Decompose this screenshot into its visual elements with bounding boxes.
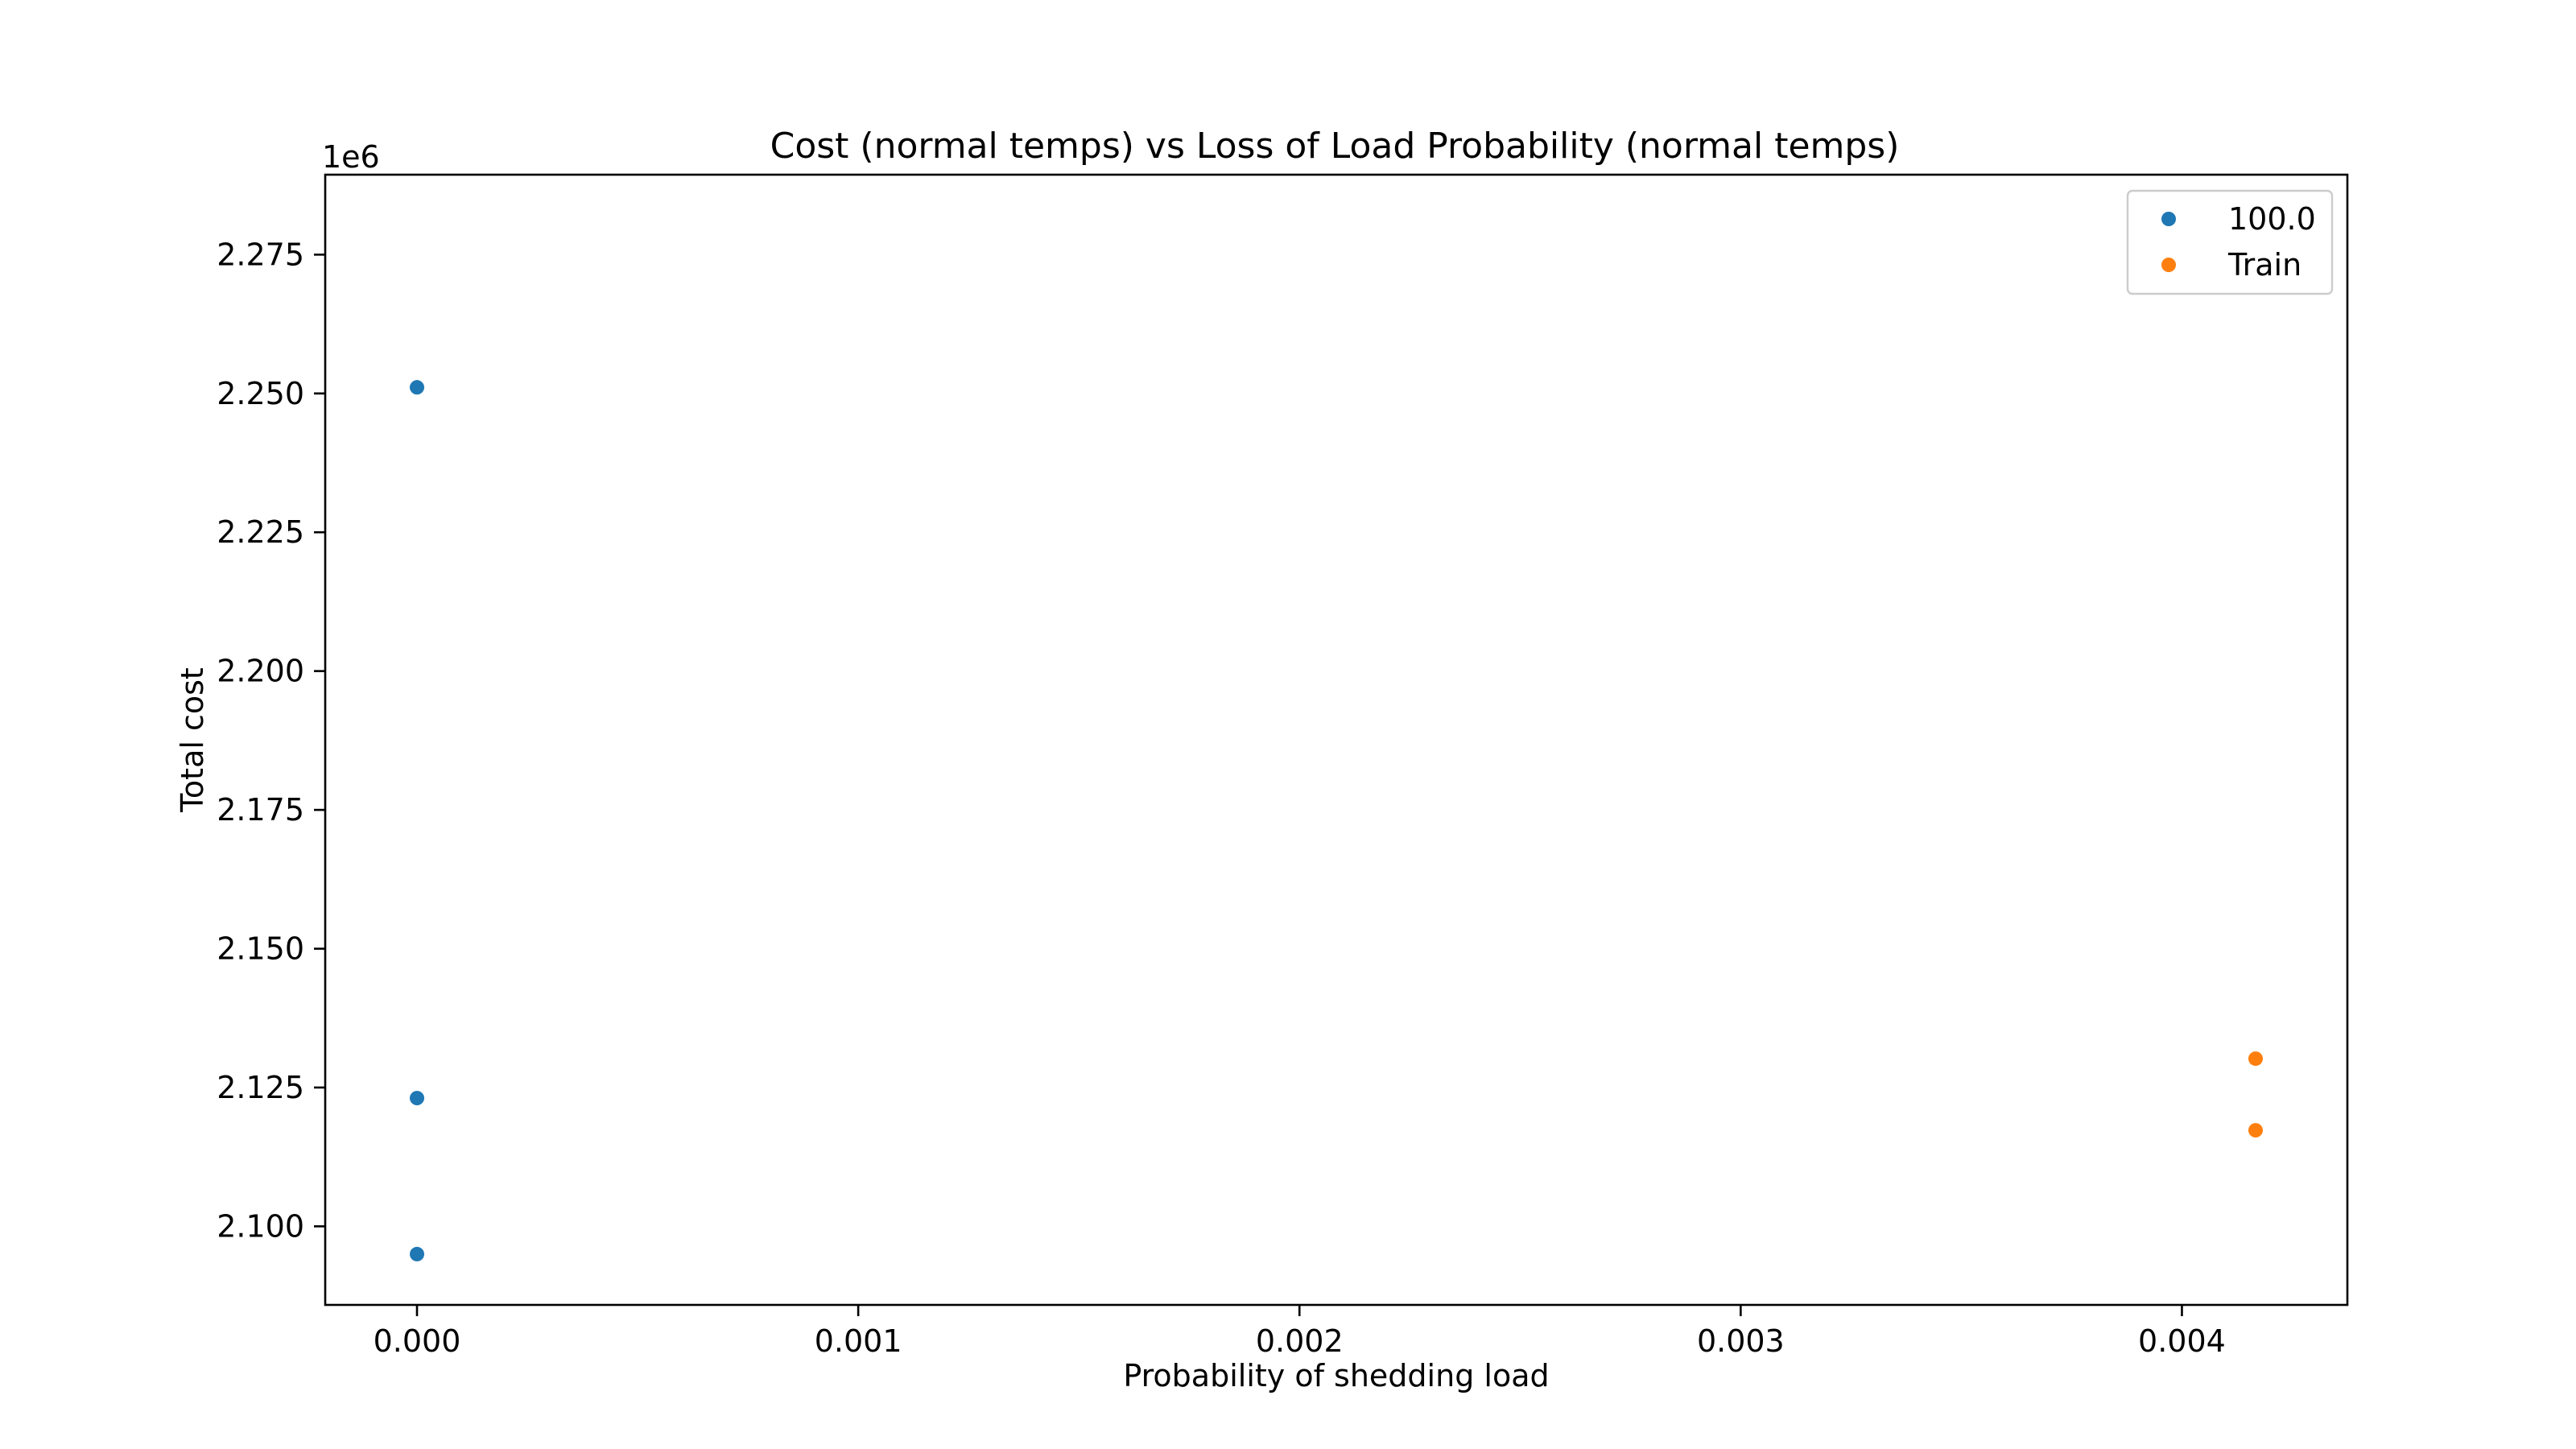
legend: 100.0 Train xyxy=(2126,189,2334,295)
y-tick-label: 2.150 xyxy=(217,931,304,967)
plot-area-frame xyxy=(324,173,2349,1307)
y-tick-label: 2.200 xyxy=(217,654,304,689)
legend-box xyxy=(2126,189,2334,295)
y-tick-label: 2.225 xyxy=(217,514,304,550)
data-point-series-0-point-0 xyxy=(410,380,425,395)
data-points xyxy=(410,380,2263,1261)
data-point-series-1-point-1 xyxy=(2248,1123,2263,1138)
y-tick-label: 2.275 xyxy=(217,237,304,272)
y-tick-label: 2.100 xyxy=(217,1208,304,1244)
y-tick-label: 2.125 xyxy=(217,1070,304,1105)
x-tick-label: 0.000 xyxy=(374,1323,461,1359)
x-tick-label: 0.004 xyxy=(2138,1323,2226,1359)
x-tick-label: 0.003 xyxy=(1697,1323,1785,1359)
chart-title: Cost (normal temps) vs Loss of Load Prob… xyxy=(770,126,1900,167)
legend-label: 100.0 xyxy=(2228,201,2316,237)
x-axis-ticks: 0.000 0.001 0.002 0.003 0.004 xyxy=(374,1305,2226,1359)
y-axis-ticks: 2.100 2.125 2.150 2.175 2.200 2.225 2.250 2.275 xyxy=(217,237,325,1244)
legend-label: Train xyxy=(2227,247,2301,283)
data-point-series-1-point-0 xyxy=(2248,1051,2263,1067)
legend-marker xyxy=(2161,258,2176,272)
x-tick-label: 0.001 xyxy=(815,1323,902,1359)
legend-marker xyxy=(2161,212,2176,226)
y-tick-label: 2.175 xyxy=(217,792,304,828)
y-tick-label: 2.250 xyxy=(217,376,304,411)
x-tick-label: 0.002 xyxy=(1256,1323,1344,1359)
data-point-series-0-point-1 xyxy=(410,1091,425,1106)
y-axis-offset-label: 1e6 xyxy=(322,139,380,175)
x-axis-label: Probability of shedding load xyxy=(1123,1358,1549,1393)
data-point-series-0-point-2 xyxy=(410,1246,425,1261)
y-axis-label: Total cost xyxy=(175,667,210,813)
